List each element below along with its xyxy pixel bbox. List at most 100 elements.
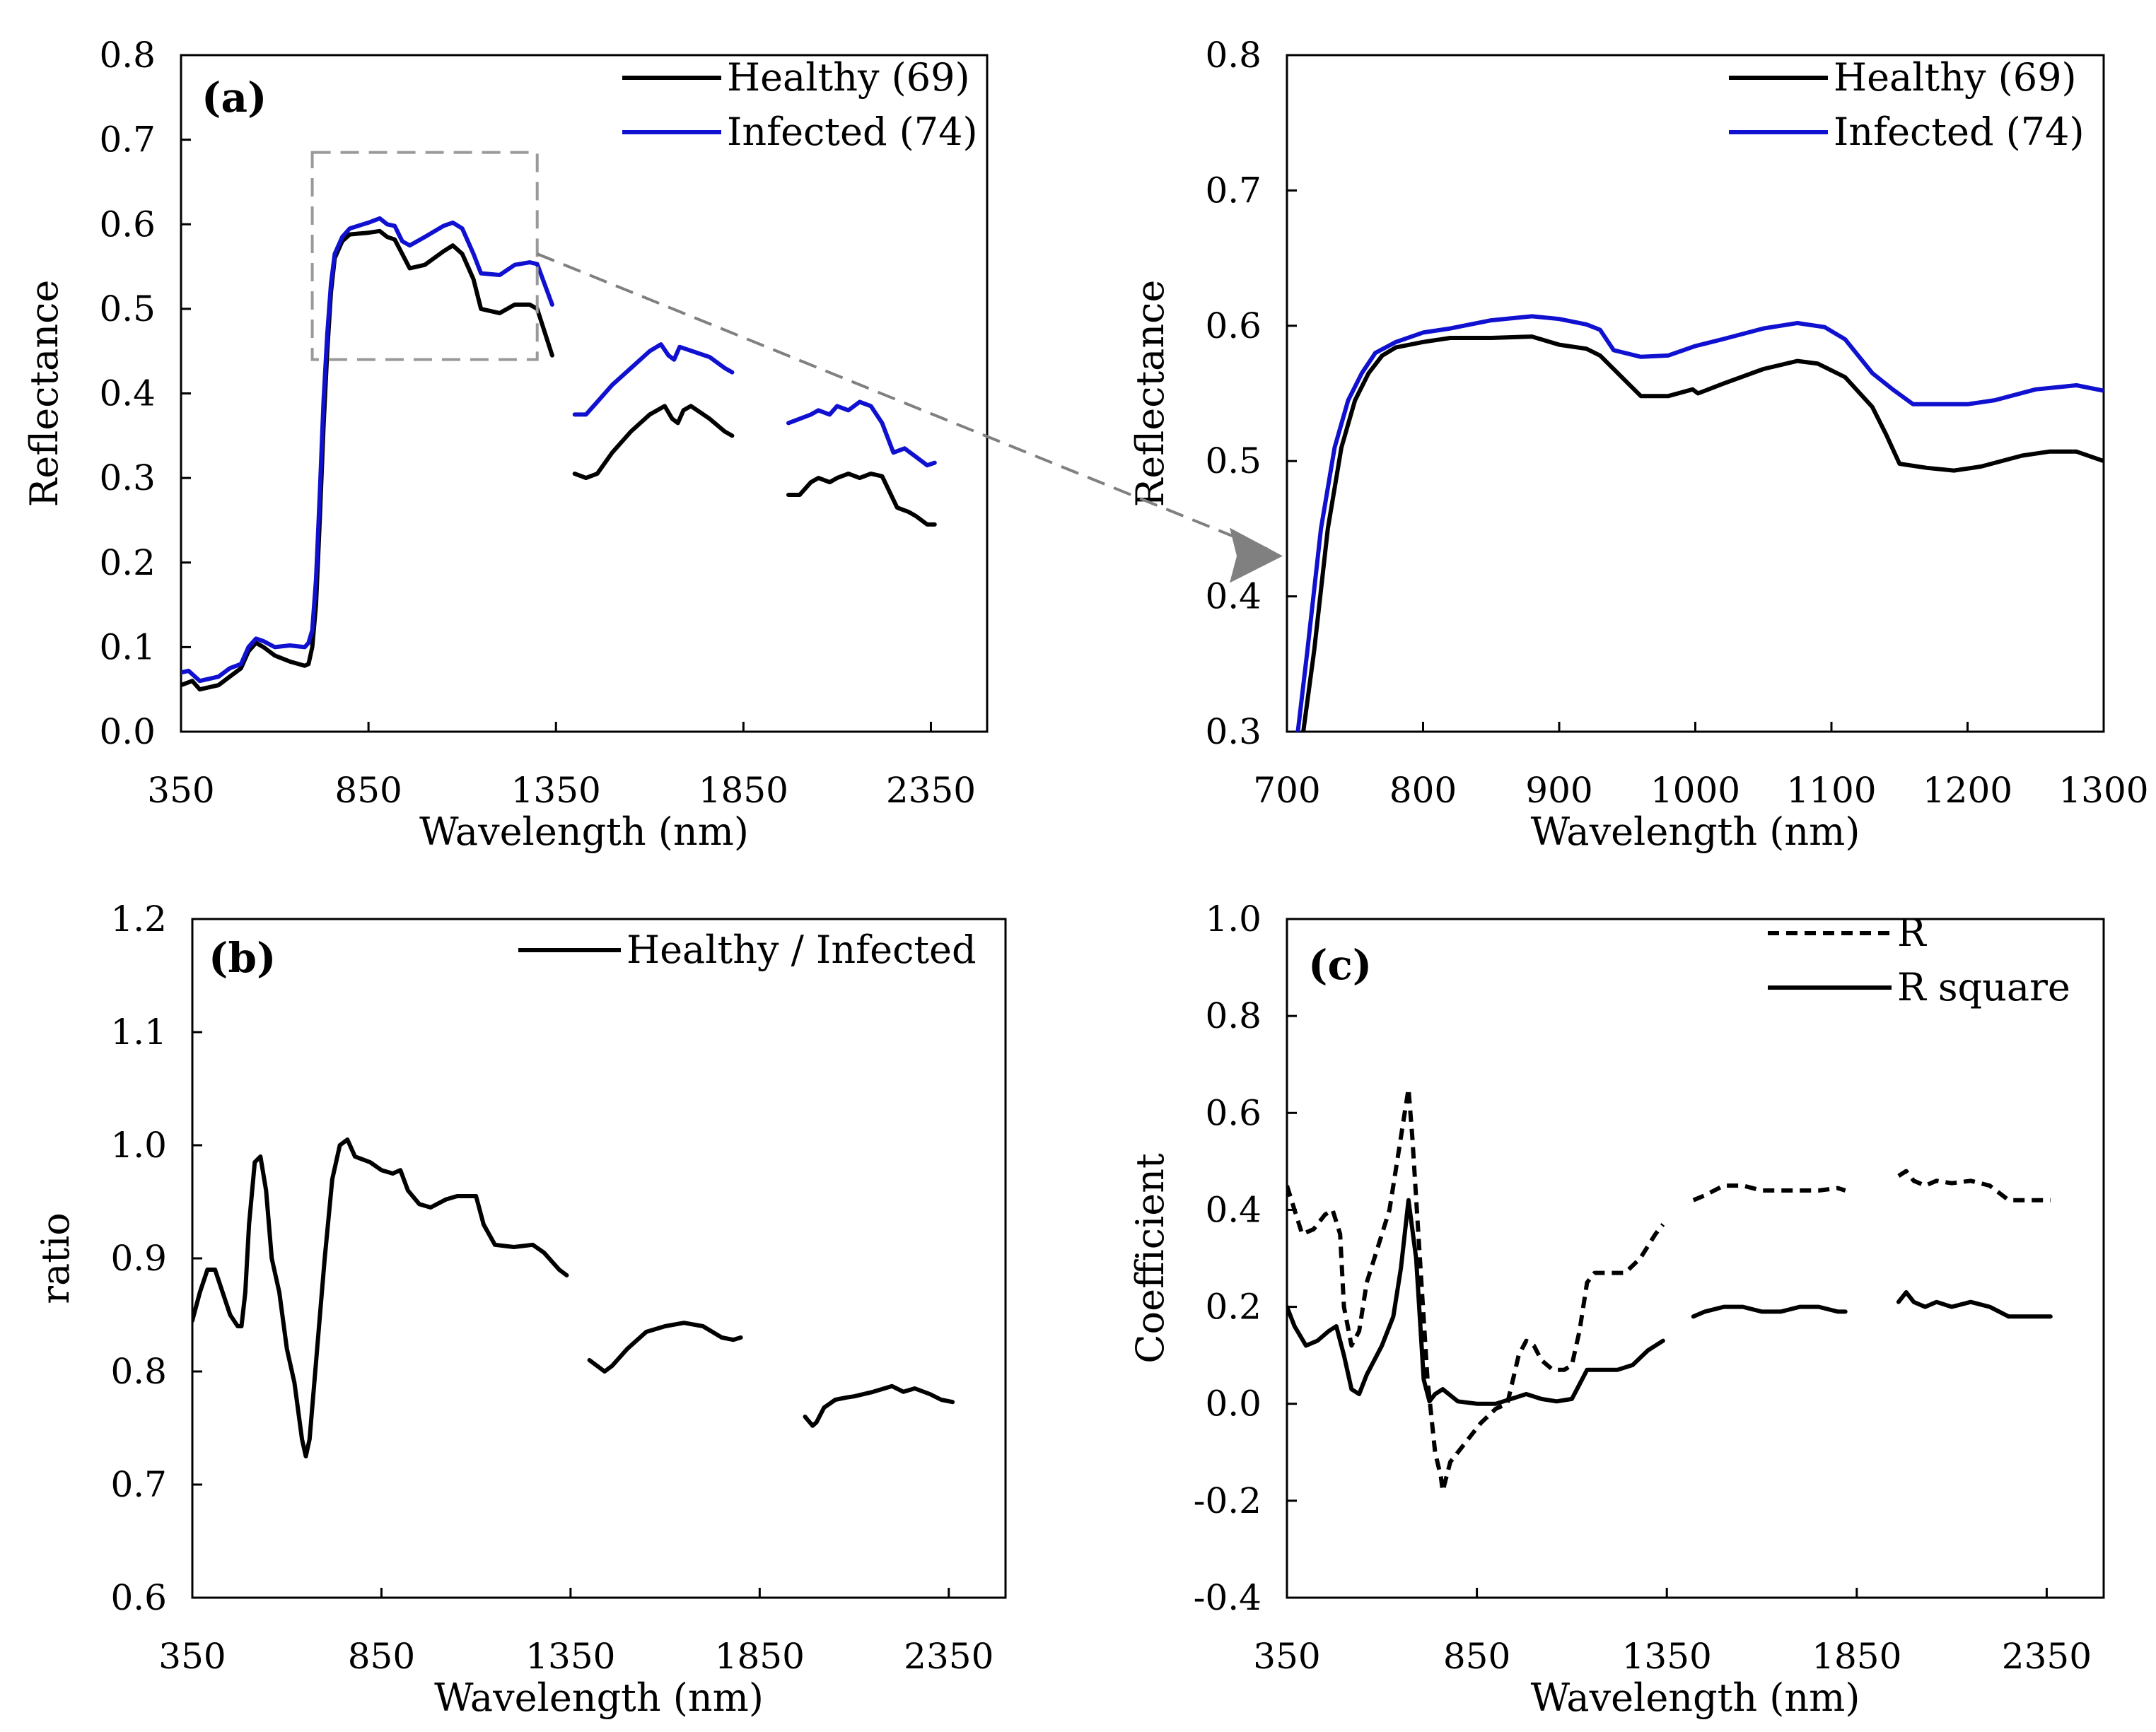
x-tick-label: 1850	[1812, 1636, 1901, 1677]
y-tick-label: 0.0	[1205, 1383, 1261, 1424]
series-line	[192, 1137, 569, 1458]
y-axis-label: Coefficient	[1128, 1153, 1172, 1364]
y-tick-label: 0.3	[1205, 711, 1261, 752]
series-line	[1897, 1169, 2051, 1203]
series-healthy-infected	[192, 1137, 955, 1458]
legend-label: Infected (74)	[1834, 110, 2085, 154]
series-line	[1287, 1198, 1665, 1406]
series-line	[1691, 1304, 1848, 1319]
series-line	[803, 1383, 955, 1428]
zoom-arrow-head	[1230, 527, 1283, 583]
series-line	[786, 472, 937, 527]
x-tick-label: 1850	[715, 1636, 805, 1677]
series-r-square	[1287, 1198, 2053, 1406]
series-line	[1287, 1087, 1665, 1494]
chart-panel-4: -0.4 -0.2 0.0 0.2 0.4 0.6 0.8 1.0 350 850 1350 1850…	[1128, 899, 2105, 1720]
x-tick-label: 1100	[1786, 770, 1876, 811]
y-tick-label: 0.0	[99, 711, 156, 752]
y-tick-label: 0.4	[1205, 1189, 1261, 1230]
x-tick-label: 350	[1253, 1636, 1320, 1677]
panel-label: (a)	[202, 74, 267, 122]
y-tick-label: 0.9	[110, 1238, 167, 1279]
plot-frame	[180, 54, 989, 733]
series-line	[587, 1321, 743, 1374]
legend-label: R square	[1897, 965, 2070, 1010]
x-tick-label: 1350	[1622, 1636, 1712, 1677]
series-line	[572, 404, 735, 481]
x-tick-label: 850	[348, 1636, 415, 1677]
y-tick-label: 1.0	[1205, 899, 1261, 940]
y-tick-label: 1.0	[110, 1125, 167, 1166]
x-tick-label: 900	[1525, 770, 1592, 811]
x-axis-label: Wavelength (nm)	[419, 809, 749, 854]
x-axis-label: Wavelength (nm)	[434, 1675, 764, 1720]
series-line	[786, 399, 937, 468]
y-tick-label: 0.7	[110, 1464, 167, 1505]
panel-label: (b)	[209, 934, 276, 982]
legend-label: Healthy (69)	[727, 55, 970, 100]
y-tick-label: 0.6	[1205, 1092, 1261, 1133]
x-tick-label: 1850	[699, 770, 788, 811]
y-axis-label: ratio	[33, 1212, 78, 1304]
y-axis-label: Reflectance	[22, 280, 66, 508]
series-line	[1896, 1290, 2053, 1319]
x-axis-label: Wavelength (nm)	[1531, 1675, 1860, 1720]
series-line	[1301, 334, 2104, 732]
x-tick-label: 350	[147, 770, 214, 811]
x-tick-label: 850	[334, 770, 402, 811]
y-tick-label: 0.8	[110, 1351, 167, 1392]
x-tick-label: 2350	[904, 1636, 993, 1677]
series-r	[1287, 1087, 2051, 1494]
y-tick-label: 0.2	[1205, 1287, 1261, 1328]
x-tick-label: 1200	[1923, 770, 2012, 811]
y-tick-label: 0.6	[99, 204, 156, 245]
y-tick-label: 0.5	[1205, 440, 1261, 481]
zoom-region-box	[310, 151, 539, 361]
series-line	[1692, 1183, 1846, 1203]
y-tick-label: 0.2	[99, 542, 156, 583]
x-axis-label: Wavelength (nm)	[1531, 809, 1860, 854]
chart-panel-2: 0.3 0.4 0.5 0.6 0.7 0.8 700 800 900 1000 1100 1200 1…	[1128, 35, 2149, 854]
y-tick-label: 1.1	[110, 1012, 167, 1053]
y-tick-label: 0.6	[1205, 305, 1261, 346]
x-tick-label: 1350	[511, 770, 601, 811]
x-tick-label: 1350	[525, 1636, 615, 1677]
zoom-arrow	[536, 252, 1272, 554]
y-axis-label: Reflectance	[1128, 280, 1172, 508]
y-tick-label: 0.8	[99, 35, 156, 76]
series-line	[572, 342, 735, 417]
legend-label: Healthy (69)	[1834, 55, 2077, 100]
x-tick-label: 2350	[886, 770, 976, 811]
x-tick-label: 850	[1443, 1636, 1510, 1677]
x-tick-label: 1000	[1650, 770, 1740, 811]
x-tick-label: 2350	[2002, 1636, 2092, 1677]
series-healthy-69-	[181, 228, 937, 692]
x-tick-label: 800	[1389, 770, 1457, 811]
y-tick-label: 0.8	[1205, 995, 1261, 1036]
series-line	[1295, 314, 2104, 732]
plot-frame	[191, 918, 1007, 1599]
x-tick-label: 350	[158, 1636, 226, 1677]
y-tick-label: 0.5	[99, 288, 156, 329]
y-tick-label: 1.2	[110, 899, 167, 940]
y-tick-label: 0.8	[1205, 35, 1261, 76]
y-tick-label: 0.3	[99, 457, 156, 498]
y-tick-label: -0.2	[1194, 1480, 1261, 1521]
legend-label: R	[1897, 911, 1927, 955]
y-tick-label: 0.7	[1205, 170, 1261, 211]
series-healthy-69-	[1301, 334, 2104, 732]
plot-frame	[1286, 918, 2105, 1599]
legend-label: Infected (74)	[727, 110, 978, 154]
panel-label: (c)	[1308, 941, 1372, 989]
y-tick-label: 0.7	[99, 119, 156, 160]
chart-panel-3: 0.6 0.7 0.8 0.9 1.0 1.1 1.2 350 850 1350 1850 2350 W…	[33, 899, 1007, 1720]
x-tick-label: 700	[1253, 770, 1320, 811]
series-line	[181, 216, 554, 684]
y-tick-label: 0.4	[1205, 576, 1261, 617]
series-infected-74-	[181, 216, 937, 684]
chart-panel-1: 0.0 0.1 0.2 0.3 0.4 0.5 0.6 0.7 0.8 350 850 1350 185…	[22, 35, 989, 854]
y-tick-label: 0.1	[99, 626, 156, 667]
legend-label: Healthy / Infected	[627, 928, 977, 972]
series-line	[181, 228, 554, 692]
